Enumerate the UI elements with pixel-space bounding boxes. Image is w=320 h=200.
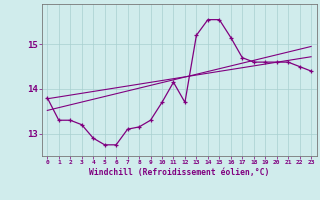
X-axis label: Windchill (Refroidissement éolien,°C): Windchill (Refroidissement éolien,°C)	[89, 168, 269, 177]
